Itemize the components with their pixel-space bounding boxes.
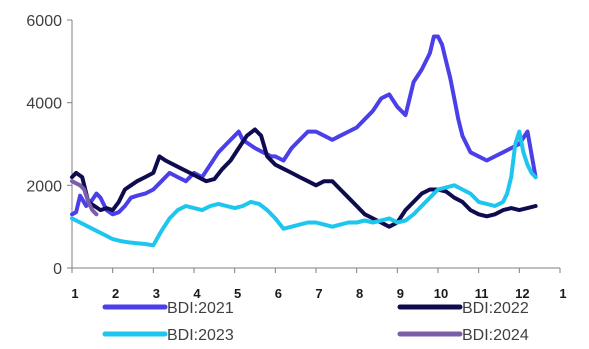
series-line-bdi-2022	[70, 127, 538, 229]
x-tick-label: 1	[71, 286, 78, 301]
y-tick-label: 2000	[26, 178, 62, 195]
x-tick-label: 2	[112, 286, 119, 301]
x-tick-labels: 1 2 3 4 5 6 7 8 9 10 11 12 1	[71, 286, 566, 301]
series-line-bdi-2023	[70, 129, 538, 248]
x-tick-label: 12	[515, 286, 529, 301]
chart-axes	[67, 19, 561, 273]
series-lines	[70, 34, 538, 248]
legend-label-bdi-2024: BDI:2024	[462, 327, 529, 344]
legend-label-bdi-2023: BDI:2023	[167, 327, 234, 344]
y-tick-label: 4000	[26, 96, 62, 113]
x-tick-label: 9	[397, 286, 404, 301]
x-tick-label: 6	[275, 286, 282, 301]
x-tick-label: 1	[559, 286, 566, 301]
x-tick-label: 11	[475, 286, 489, 301]
legend-label-bdi-2022: BDI:2022	[462, 300, 529, 317]
legend-label-bdi-2021: BDI:2021	[167, 300, 234, 317]
x-tick-label: 7	[315, 286, 322, 301]
y-tick-labels: 0 2000 4000 6000	[26, 13, 62, 278]
legend: BDI:2021 BDI:2022 BDI:2023 BDI:2024	[102, 300, 529, 344]
series-line-bdi-2024	[70, 179, 99, 217]
x-tick-label: 8	[356, 286, 363, 301]
x-tick-label: 5	[234, 286, 241, 301]
series-line-bdi-2021	[70, 34, 538, 217]
x-tick-label: 4	[193, 286, 201, 301]
y-tick-label: 6000	[26, 13, 62, 30]
x-tick-label: 3	[153, 286, 160, 301]
y-tick-label: 0	[53, 261, 62, 278]
x-tick-label: 10	[434, 286, 448, 301]
